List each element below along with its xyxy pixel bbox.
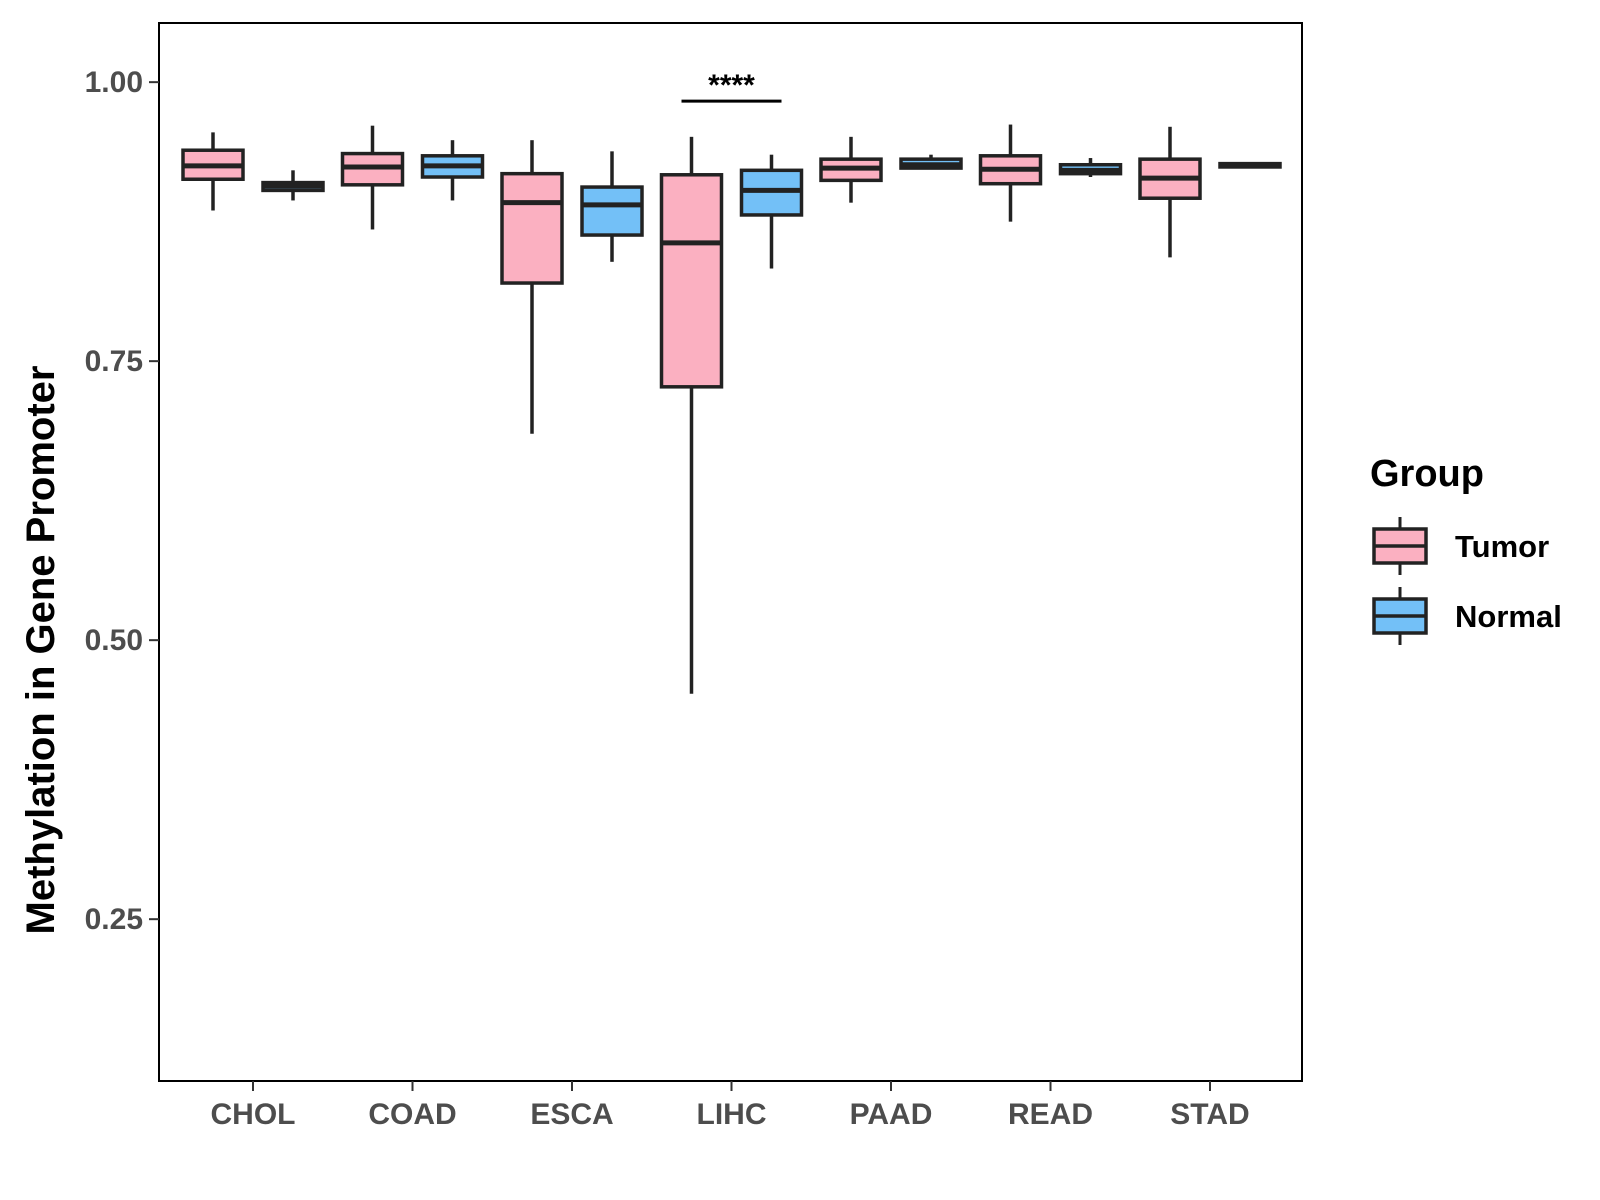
- y-axis: 0.25 0.50 0.75 1.00: [85, 66, 159, 936]
- box-tumor-stad: [1138, 126, 1202, 258]
- y-tick-label: 0.25: [85, 903, 143, 936]
- box-series: [181, 124, 1282, 694]
- x-tick-label: LIHC: [697, 1098, 767, 1131]
- box-tumor-esca: [500, 140, 564, 434]
- x-axis: CHOL COAD ESCA LIHC PAAD READ STAD: [211, 1081, 1250, 1131]
- box-normal-chol: [261, 170, 325, 201]
- box-normal-read: [1058, 158, 1123, 178]
- box-normal-stad: [1218, 161, 1282, 169]
- box-normal-coad: [420, 140, 485, 201]
- significance-label: ****: [708, 69, 755, 102]
- legend-label: Tumor: [1455, 529, 1549, 564]
- x-tick-label: PAAD: [850, 1098, 933, 1131]
- x-tick-label: STAD: [1170, 1098, 1249, 1131]
- box-tumor-coad: [340, 125, 405, 230]
- significance-annotations: ****: [681, 69, 782, 103]
- legend-item-normal: Normal: [1372, 587, 1562, 645]
- plot-panel: [158, 22, 1303, 1082]
- box-normal-esca: [580, 151, 644, 262]
- x-tick-label: READ: [1008, 1098, 1093, 1131]
- x-tick-label: COAD: [368, 1098, 456, 1131]
- legend-item-tumor: Tumor: [1372, 517, 1549, 575]
- legend: Group Tumor Normal: [1370, 453, 1562, 645]
- y-tick-label: 0.75: [85, 345, 143, 378]
- x-tick-label: ESCA: [530, 1098, 613, 1131]
- box-normal-lihc: [739, 154, 804, 269]
- iqr-box: [659, 173, 724, 389]
- legend-title: Group: [1370, 453, 1484, 495]
- iqr-box: [500, 171, 564, 285]
- y-tick-label: 1.00: [85, 66, 143, 99]
- x-tick-label: CHOL: [211, 1098, 296, 1131]
- legend-label: Normal: [1455, 599, 1562, 634]
- box-tumor-read: [978, 124, 1043, 222]
- box-tumor-lihc: [659, 136, 724, 694]
- box-normal-paad: [899, 154, 963, 170]
- box-tumor-chol: [181, 132, 245, 211]
- y-tick-label: 0.50: [85, 624, 143, 657]
- y-axis-title: Methylation in Gene Promoter: [19, 366, 63, 935]
- box-tumor-paad: [819, 136, 883, 203]
- iqr-box: [580, 185, 644, 237]
